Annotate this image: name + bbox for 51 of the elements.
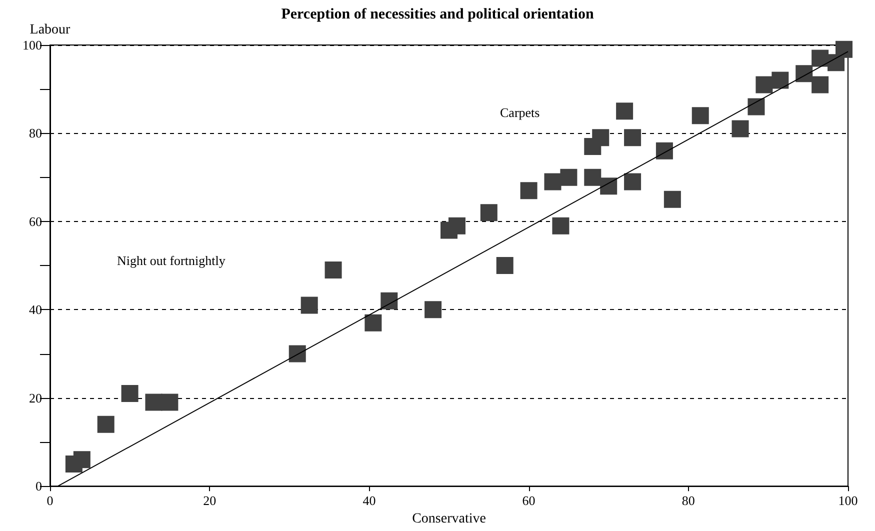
point xyxy=(772,72,789,89)
point xyxy=(544,173,562,190)
point xyxy=(732,120,749,138)
point xyxy=(592,129,610,146)
point xyxy=(836,40,853,58)
point xyxy=(584,168,602,186)
point xyxy=(73,451,90,468)
point xyxy=(812,50,829,67)
point xyxy=(812,76,829,94)
point xyxy=(748,98,765,116)
x-tick-label: 100 xyxy=(838,493,858,508)
x-tick-label: 60 xyxy=(522,493,536,508)
point xyxy=(496,257,514,274)
point xyxy=(121,384,138,402)
point xyxy=(692,107,709,124)
x-tick-label: 20 xyxy=(203,493,216,508)
point xyxy=(616,102,634,120)
x-tick-label: 40 xyxy=(362,493,376,508)
point xyxy=(97,416,114,433)
point xyxy=(600,178,618,195)
point xyxy=(300,296,318,314)
chart-title: Perception of necessities and political orientation xyxy=(281,6,594,22)
y-tick-label: 40 xyxy=(29,302,42,318)
y-tick-label: 60 xyxy=(29,214,42,229)
x-tick-label: 0 xyxy=(46,493,54,508)
point xyxy=(520,182,538,200)
annotation: Night out fortnightly xyxy=(117,253,226,268)
point xyxy=(448,217,466,234)
point xyxy=(324,261,342,278)
point xyxy=(756,76,773,94)
point xyxy=(364,314,382,332)
y-tick-label: 20 xyxy=(29,390,42,406)
point xyxy=(161,394,178,411)
point xyxy=(624,129,642,146)
y-tick-label: 100 xyxy=(22,38,42,52)
point xyxy=(380,292,398,310)
point xyxy=(552,217,570,234)
x-axis-title: Conservative xyxy=(412,512,486,526)
point xyxy=(656,142,673,160)
point xyxy=(480,204,498,222)
point xyxy=(560,168,578,186)
annotation: Carpets xyxy=(500,105,540,120)
point xyxy=(796,65,813,82)
point xyxy=(424,301,442,318)
point xyxy=(288,345,306,362)
x-tick-label: 80 xyxy=(682,493,695,508)
point xyxy=(145,394,162,411)
point xyxy=(624,173,642,190)
y-axis-title: Labour xyxy=(30,22,71,38)
point xyxy=(664,190,681,208)
y-tick-label: 80 xyxy=(29,126,42,141)
